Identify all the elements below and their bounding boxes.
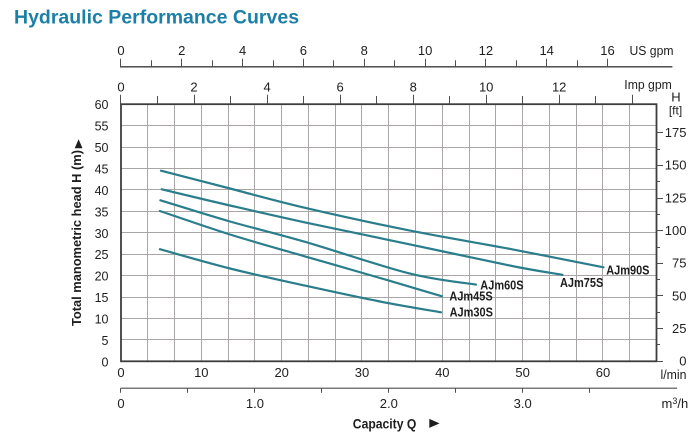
svg-text:35: 35 [95,205,109,219]
svg-text:10: 10 [479,80,493,95]
svg-text:30: 30 [95,227,109,241]
svg-text:8: 8 [410,80,417,95]
svg-text:6: 6 [336,80,343,95]
svg-text:12: 12 [552,80,566,95]
svg-text:125: 125 [665,190,687,205]
svg-text:30: 30 [355,365,369,380]
svg-text:40: 40 [95,184,109,198]
svg-text:0: 0 [117,43,124,58]
svg-text:AJm45S: AJm45S [449,290,492,304]
svg-text:0: 0 [117,396,124,411]
svg-text:150: 150 [665,158,687,173]
svg-text:16: 16 [600,43,614,58]
svg-text:6: 6 [300,43,307,58]
svg-text:55: 55 [95,120,109,134]
svg-text:AJm30S: AJm30S [450,306,493,320]
svg-text:2: 2 [178,43,185,58]
svg-text:60: 60 [596,365,610,380]
svg-text:20: 20 [274,365,288,380]
svg-text:Capacity Q: Capacity Q [353,416,417,432]
svg-text:4: 4 [239,43,246,58]
svg-text:AJm75S: AJm75S [560,276,603,290]
svg-text:20: 20 [95,270,109,284]
svg-text:50: 50 [95,141,109,155]
svg-text:0: 0 [679,354,686,369]
svg-text:0: 0 [102,355,109,369]
svg-text:AJm90S: AJm90S [606,264,649,278]
svg-text:10: 10 [194,365,208,380]
svg-text:60: 60 [95,98,109,112]
svg-text:Total manometric head H (m): Total manometric head H (m) [69,150,84,326]
svg-text:15: 15 [95,291,109,305]
svg-text:50: 50 [672,288,686,303]
svg-text:2.0: 2.0 [380,396,398,411]
svg-text:2: 2 [190,80,197,95]
svg-text:AJm60S: AJm60S [480,278,523,292]
svg-text:25: 25 [672,321,686,336]
svg-text:10: 10 [418,43,432,58]
svg-text:0: 0 [117,80,124,95]
svg-text:3.0: 3.0 [514,396,532,411]
svg-text:75: 75 [672,256,686,271]
svg-text:1.0: 1.0 [246,396,264,411]
svg-text:40: 40 [435,365,449,380]
svg-text:US gpm: US gpm [630,43,674,58]
svg-text:45: 45 [95,163,109,177]
svg-text:14: 14 [539,43,553,58]
svg-text:0: 0 [117,365,124,380]
svg-text:12: 12 [479,43,493,58]
svg-text:4: 4 [263,80,270,95]
svg-text:100: 100 [665,223,687,238]
svg-text:[ft]: [ft] [669,104,682,118]
svg-text:Imp gpm: Imp gpm [624,77,672,92]
svg-text:m3/h: m3/h [662,396,689,411]
svg-text:175: 175 [665,125,687,140]
svg-text:Hydraulic Performance Curves: Hydraulic Performance Curves [14,6,299,28]
svg-text:25: 25 [95,248,109,262]
svg-text:l/min: l/min [661,367,687,382]
svg-text:5: 5 [102,334,109,348]
svg-text:10: 10 [95,312,109,326]
svg-text:H: H [671,90,680,105]
svg-text:8: 8 [361,43,368,58]
svg-text:50: 50 [515,365,529,380]
